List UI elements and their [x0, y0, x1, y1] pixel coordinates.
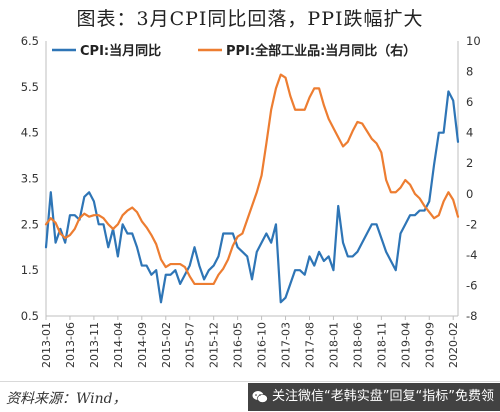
source-bar: 资料来源：Wind， 关注微信“老韩实盘”回复“指标”免费领	[0, 381, 500, 412]
series-layer	[44, 73, 460, 304]
right-tick-label: -6	[466, 278, 477, 292]
right-tick-label: 8	[466, 65, 473, 79]
source-note: 资料来源：Wind，	[6, 391, 127, 407]
left-tick-label: 6.5	[21, 34, 39, 48]
right-tick-label: -4	[466, 248, 477, 262]
x-tick-label: 2020-02	[447, 322, 460, 368]
left-tick-label: 2.5	[21, 217, 39, 231]
right-tick-label: 10	[466, 34, 481, 48]
x-tick-label: 2015-12	[208, 322, 221, 368]
right-tick-label: -2	[466, 217, 477, 231]
cpi-series-line	[44, 90, 460, 304]
watermark-text: 关注微信“老韩实盘”回复“指标”免费领	[272, 389, 494, 404]
x-tick-label: 2019-09	[423, 322, 436, 368]
x-tick-label: 2016-10	[256, 322, 269, 368]
x-tick-label: 2014-04	[112, 322, 125, 368]
x-tick-label: 2017-03	[280, 322, 293, 368]
x-tick-label: 2018-11	[375, 322, 388, 368]
right-tick-label: 6	[466, 95, 473, 109]
ppi-series-line	[44, 73, 460, 286]
right-tick-label: 2	[466, 156, 473, 170]
x-tick-label: 2016-05	[232, 322, 245, 368]
right-tick-label: 0	[466, 187, 473, 201]
right-tick-label: -8	[466, 309, 477, 323]
x-tick-label: 2018-06	[351, 322, 364, 368]
axes-layer: 0.5 1.5 2.5 3.5 4.5 5.5 6.5 -8 -6 -4 -2 0 2 4 6 8 10 2013…	[21, 34, 481, 368]
left-tick-label: 5.5	[21, 80, 39, 94]
wechat-icon	[252, 391, 268, 403]
x-tick-label: 2014-09	[136, 322, 149, 368]
x-tick-label: 2017-08	[303, 322, 316, 368]
x-tick-label: 2015-07	[184, 322, 197, 368]
legend: CPI:当月同比 PPI:全部工业品:当月同比（右）	[52, 43, 416, 59]
left-tick-label: 3.5	[21, 172, 39, 186]
x-tick-label: 2013-06	[64, 322, 77, 368]
x-tick-label: 2015-02	[160, 322, 173, 368]
legend-label: PPI:全部工业品:当月同比（右）	[226, 43, 416, 59]
right-tick-label: 4	[466, 126, 473, 140]
left-tick-label: 1.5	[21, 263, 39, 277]
left-tick-label: 4.5	[21, 126, 39, 140]
left-tick-label: 0.5	[21, 309, 39, 323]
watermark-banner: 关注微信“老韩实盘”回复“指标”免费领	[248, 383, 500, 411]
x-tick-label: 2013-11	[88, 322, 101, 368]
x-tick-label: 2018-01	[327, 322, 340, 368]
legend-label: CPI:当月同比	[80, 43, 161, 59]
cpi-ppi-line-chart: 0.5 1.5 2.5 3.5 4.5 5.5 6.5 -8 -6 -4 -2 0 2 4 6 8 10 2013…	[21, 34, 481, 368]
x-tick-label: 2013-01	[40, 322, 53, 368]
chart-title: 图表：3月CPI同比回落，PPI跌幅扩大	[76, 8, 424, 30]
x-tick-label: 2019-04	[399, 322, 412, 368]
